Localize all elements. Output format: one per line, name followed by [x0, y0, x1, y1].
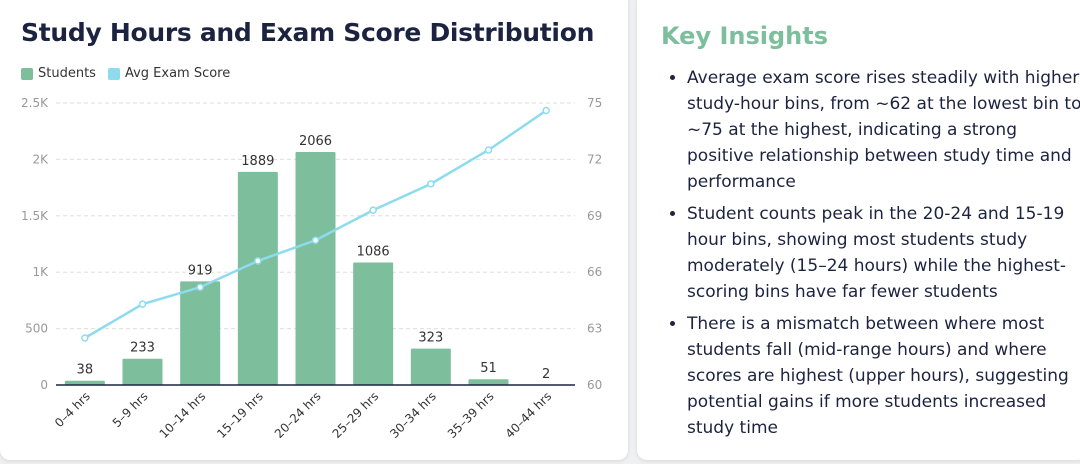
x-tick-label: 40–44 hrs [503, 389, 555, 441]
x-tick-label: 5–9 hrs [110, 389, 151, 430]
legend-item-avg-score[interactable]: Avg Exam Score [107, 66, 231, 81]
bar [353, 262, 394, 385]
x-tick-label: 20–24 hrs [272, 389, 324, 441]
avg-score-point [81, 334, 89, 342]
bar [64, 380, 105, 385]
y-right-tick-label: 63 [587, 322, 602, 336]
bar [468, 379, 509, 385]
bar [122, 358, 163, 385]
avg-score-point [484, 146, 493, 154]
x-tick-label: 25–29 hrs [330, 389, 382, 441]
avg-score-point [138, 300, 147, 308]
insight-item: Student counts peak in the 20-24 and 15-… [687, 201, 1080, 305]
insights-card: Key Insights Average exam score rises st… [637, 0, 1080, 460]
y-right-tick-label: 75 [587, 96, 602, 110]
avg-score-point [311, 236, 320, 244]
bar-data-label: 233 [130, 341, 155, 356]
bar [410, 348, 451, 385]
avg-score-point [369, 206, 377, 214]
insights-list: Average exam score rises steadily with h… [661, 65, 1080, 447]
bar [180, 281, 221, 385]
avg-score-point [542, 106, 550, 115]
bar-data-label: 2066 [299, 134, 332, 149]
x-tick-label: 10–14 hrs [157, 389, 209, 441]
y-right-tick-label: 60 [587, 378, 602, 392]
insight-item: There is a mismatch between where most s… [687, 311, 1080, 441]
chart-card: Study Hours and Exam Score Distribution … [0, 0, 628, 460]
y-left-tick-label: 1.5K [21, 209, 49, 223]
chart-legend: Students Avg Exam Score [21, 66, 242, 81]
insights-title: Key Insights [661, 22, 829, 50]
x-tick-label: 15–19 hrs [214, 389, 266, 441]
bar-data-label: 323 [418, 331, 443, 346]
y-left-tick-label: 2.5K [21, 96, 49, 110]
chart-title: Study Hours and Exam Score Distribution [21, 18, 595, 47]
bar-data-label: 51 [480, 361, 497, 376]
legend-swatch-students [21, 67, 33, 80]
y-left-tick-label: 1K [32, 265, 49, 279]
x-tick-label: 0–4 hrs [52, 389, 93, 430]
y-right-tick-label: 69 [587, 209, 602, 223]
bar-data-label: 38 [77, 363, 94, 378]
avg-score-point [254, 257, 262, 265]
x-tick-label: 30–34 hrs [387, 389, 439, 441]
avg-score-point [427, 180, 435, 188]
insight-item: Average exam score rises steadily with h… [687, 65, 1080, 195]
y-right-tick-label: 72 [587, 152, 602, 166]
legend-label-avg-score: Avg Exam Score [124, 66, 231, 81]
chart-plot: 0 500 1K 1.5K 2K 2.5K 60 63 66 69 72 75 38 233 919 1889… [21, 96, 602, 441]
y-left-tick-label: 0 [40, 378, 48, 392]
legend-label-students: Students [38, 66, 96, 81]
y-left-tick-label: 2K [32, 152, 49, 166]
legend-swatch-avg-score [107, 67, 120, 80]
legend-item-students[interactable]: Students [21, 66, 96, 81]
x-tick-label: 35–39 hrs [445, 389, 497, 441]
avg-score-point [196, 283, 204, 291]
bar-data-label: 919 [188, 263, 213, 278]
y-right-tick-label: 66 [587, 265, 602, 279]
bar-data-label: 1086 [357, 244, 390, 259]
bar-data-label: 2 [542, 367, 550, 382]
y-left-tick-label: 500 [25, 322, 48, 336]
bar [295, 151, 336, 385]
bar [237, 171, 278, 385]
bar-data-label: 1889 [241, 154, 274, 169]
